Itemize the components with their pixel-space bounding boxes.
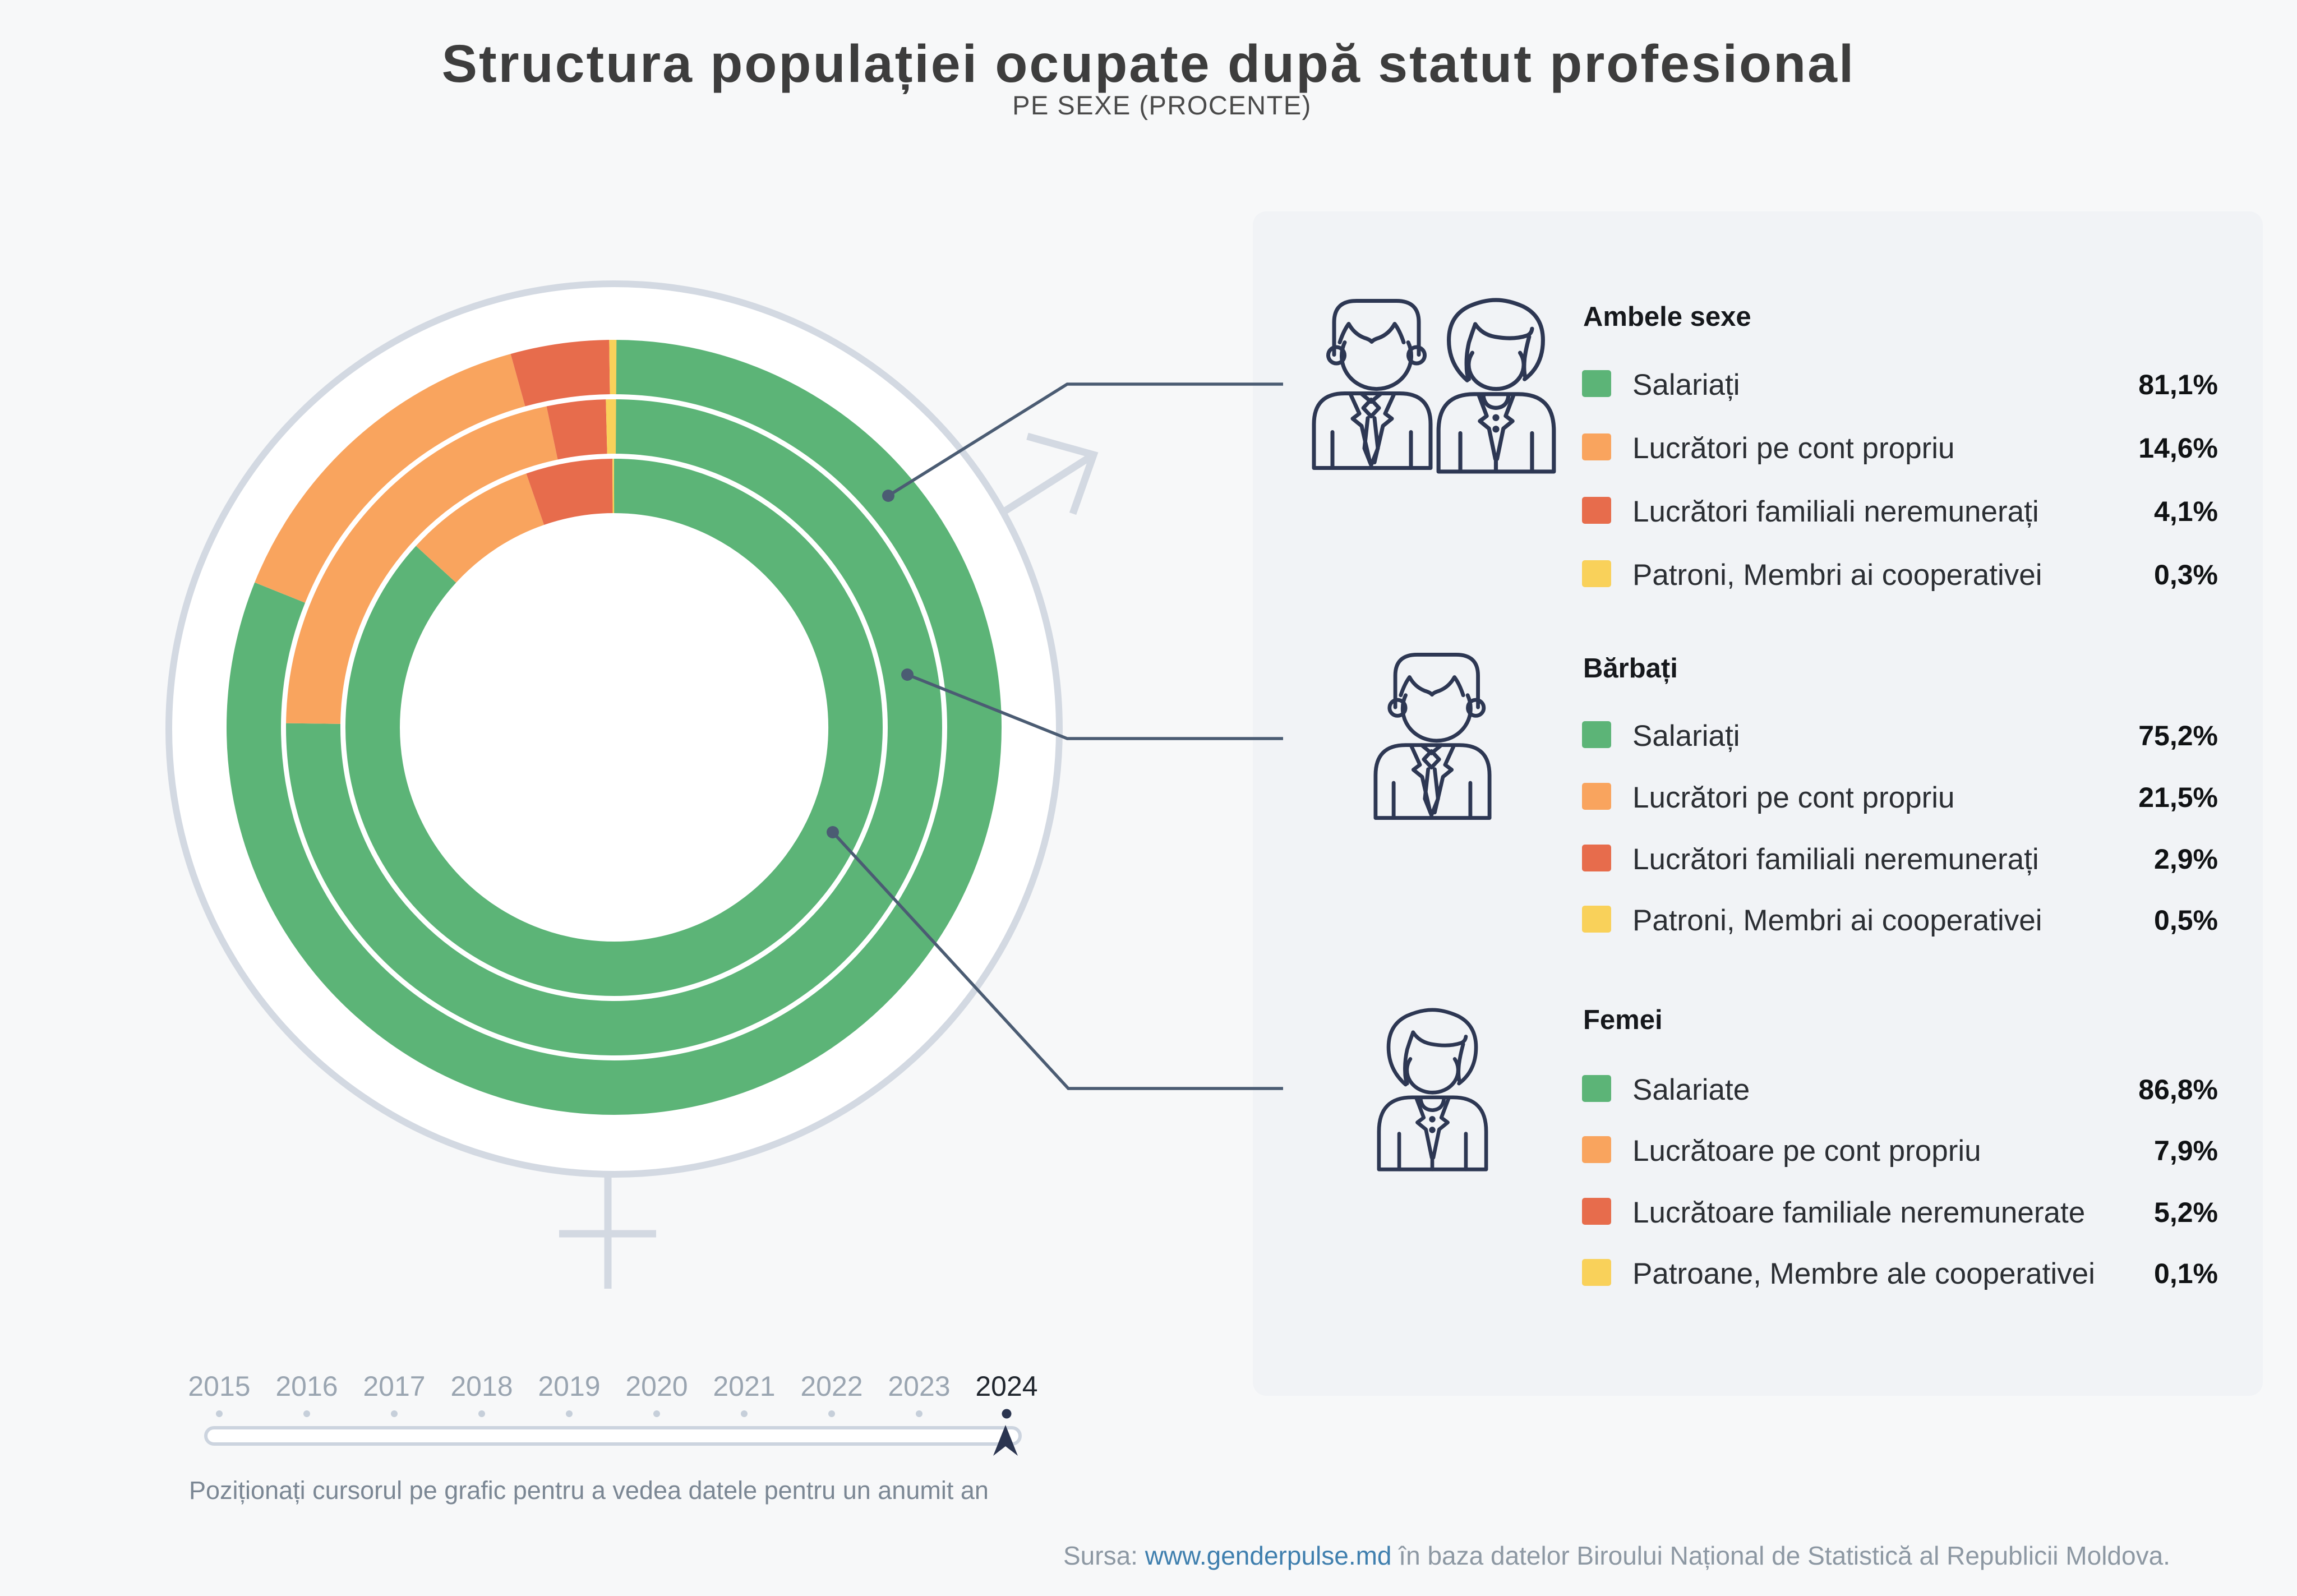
svg-text:4,1%: 4,1%: [2154, 496, 2218, 527]
svg-text:2016: 2016: [275, 1371, 338, 1402]
svg-text:0,3%: 0,3%: [2154, 559, 2218, 591]
svg-text:2019: 2019: [538, 1371, 600, 1402]
svg-text:2023: 2023: [888, 1371, 950, 1402]
svg-text:Lucrători pe cont propriu: Lucrători pe cont propriu: [1632, 432, 1955, 465]
svg-text:2020: 2020: [625, 1371, 688, 1402]
svg-text:Patroni, Membri ai cooperative: Patroni, Membri ai cooperativei: [1632, 559, 2042, 592]
svg-text:Salariați: Salariați: [1632, 719, 1740, 753]
svg-text:Lucrători pe cont propriu: Lucrători pe cont propriu: [1632, 781, 1955, 814]
svg-text:Structura populației ocupate d: Structura populației ocupate după statut…: [442, 34, 1856, 94]
svg-text:Salariați: Salariați: [1632, 368, 1740, 402]
svg-text:Femei: Femei: [1583, 1005, 1663, 1035]
svg-text:Lucrători familiali neremunera: Lucrători familiali neremunerați: [1632, 495, 2039, 528]
svg-text:Lucrătoare familiale neremuner: Lucrătoare familiale neremunerate: [1632, 1196, 2085, 1229]
svg-text:Patroane, Membre ale cooperati: Patroane, Membre ale cooperativei: [1632, 1257, 2095, 1290]
svg-text:Bărbați: Bărbați: [1583, 653, 1678, 684]
svg-text:0,5%: 0,5%: [2154, 905, 2218, 936]
svg-text:21,5%: 21,5%: [2138, 782, 2218, 813]
svg-text:2022: 2022: [800, 1371, 862, 1402]
svg-text:Poziționați cursorul pe grafic: Poziționați cursorul pe grafic pentru a …: [189, 1476, 989, 1505]
svg-text:2021: 2021: [713, 1371, 775, 1402]
svg-text:2024: 2024: [975, 1371, 1037, 1402]
svg-text:2015: 2015: [188, 1371, 250, 1402]
svg-text:7,9%: 7,9%: [2154, 1135, 2218, 1166]
svg-text:5,2%: 5,2%: [2154, 1197, 2218, 1228]
svg-text:2,9%: 2,9%: [2154, 843, 2218, 875]
svg-text:14,6%: 14,6%: [2138, 432, 2218, 464]
svg-text:Lucrători familiali neremunera: Lucrători familiali neremunerați: [1632, 843, 2039, 876]
svg-text:86,8%: 86,8%: [2138, 1074, 2218, 1105]
svg-text:Patroni, Membri ai cooperative: Patroni, Membri ai cooperativei: [1632, 904, 2042, 937]
svg-text:2018: 2018: [450, 1371, 513, 1402]
svg-text:81,1%: 81,1%: [2138, 369, 2218, 400]
svg-text:Sursa: www.genderpulse.md în b: Sursa: www.genderpulse.md în baza datelo…: [1063, 1541, 2170, 1570]
svg-text:0,1%: 0,1%: [2154, 1258, 2218, 1289]
svg-text:75,2%: 75,2%: [2138, 720, 2218, 751]
svg-text:Salariate: Salariate: [1632, 1073, 1750, 1106]
svg-text:PE SEXE (PROCENTE): PE SEXE (PROCENTE): [1012, 90, 1312, 120]
svg-text:Lucrătoare pe cont propriu: Lucrătoare pe cont propriu: [1632, 1134, 1981, 1168]
svg-text:Ambele sexe: Ambele sexe: [1583, 302, 1751, 332]
svg-text:2017: 2017: [363, 1371, 425, 1402]
